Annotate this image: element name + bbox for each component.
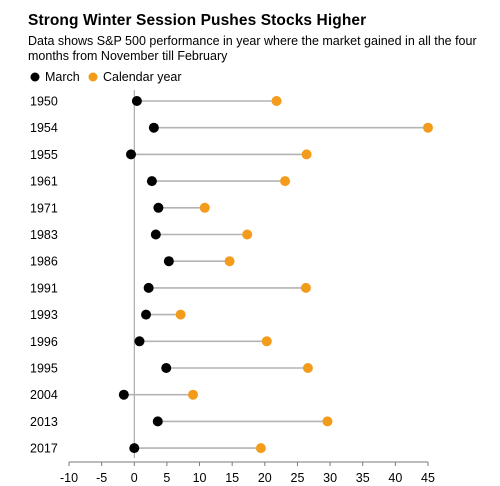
march-point	[150, 229, 161, 240]
x-tick-label: 20	[258, 471, 272, 485]
year-label: 1995	[30, 362, 58, 376]
year-label: 1993	[30, 308, 58, 322]
calendar-year-point	[302, 363, 313, 373]
year-label: 1986	[30, 255, 58, 269]
year-label: 2017	[30, 442, 58, 456]
calendar-year-point	[199, 202, 210, 213]
legend: March Calendar year	[30, 70, 182, 84]
calendar-year-point	[224, 256, 235, 267]
calendar-year-point	[322, 416, 333, 427]
calendar-year-point	[280, 176, 291, 187]
year-label: 2004	[30, 388, 58, 402]
march-point	[146, 176, 157, 187]
march-point	[152, 416, 163, 427]
calendar-year-point	[255, 443, 266, 454]
calendar-year-point	[261, 336, 272, 347]
calendar-year-point	[175, 309, 186, 320]
x-axis: -10 -5 0 5 10 15 20 25 30 35 40 45	[60, 461, 435, 485]
legend-march-label: March	[45, 70, 80, 84]
march-point	[134, 336, 145, 347]
march-point	[126, 149, 137, 160]
x-tick-label: 5	[163, 471, 170, 485]
year-label: 1996	[30, 335, 58, 349]
march-point	[129, 443, 140, 454]
x-tick-label: 0	[131, 471, 138, 485]
march-point	[161, 363, 172, 373]
year-label: 1950	[30, 95, 58, 109]
x-tick-label: 45	[421, 471, 435, 485]
x-tick-label: -5	[96, 471, 107, 485]
march-point	[148, 122, 159, 133]
x-tick-label: 40	[388, 471, 402, 485]
calendar-year-point	[301, 149, 312, 160]
march-point	[153, 202, 164, 213]
x-tick-label: 35	[356, 471, 370, 485]
march-point	[143, 282, 154, 293]
chart-subtitle: Data shows S&P 500 performance in year w…	[28, 34, 477, 63]
legend-calendar-year-marker	[88, 72, 98, 82]
year-label: 1971	[30, 201, 58, 215]
year-label: 2013	[30, 415, 58, 429]
x-tick-label: 15	[225, 471, 239, 485]
calendar-year-point	[242, 229, 253, 240]
legend-calendar-year-label: Calendar year	[103, 70, 182, 84]
calendar-year-point	[423, 122, 433, 133]
march-point	[131, 96, 142, 106]
year-label: 1961	[30, 175, 58, 189]
x-tick-label: -10	[60, 471, 78, 485]
year-label: 1991	[30, 281, 58, 295]
x-tick-label: 30	[323, 471, 337, 485]
calendar-year-point	[271, 96, 282, 106]
calendar-year-point	[300, 282, 311, 293]
year-label: 1955	[30, 148, 58, 162]
march-point	[141, 309, 152, 320]
calendar-year-point	[188, 389, 199, 400]
year-label: 1954	[30, 121, 58, 135]
chart-title: Strong Winter Session Pushes Stocks High…	[28, 12, 367, 29]
chart-rows: 1950 1954 1955 1961 1971 1983 1986 1991 1993 1996…	[30, 95, 433, 456]
legend-march-marker	[30, 72, 40, 82]
x-tick-label: 10	[193, 471, 207, 485]
x-tick-label: 25	[291, 471, 305, 485]
year-label: 1983	[30, 228, 58, 242]
march-point	[163, 256, 174, 267]
march-point	[118, 389, 129, 400]
